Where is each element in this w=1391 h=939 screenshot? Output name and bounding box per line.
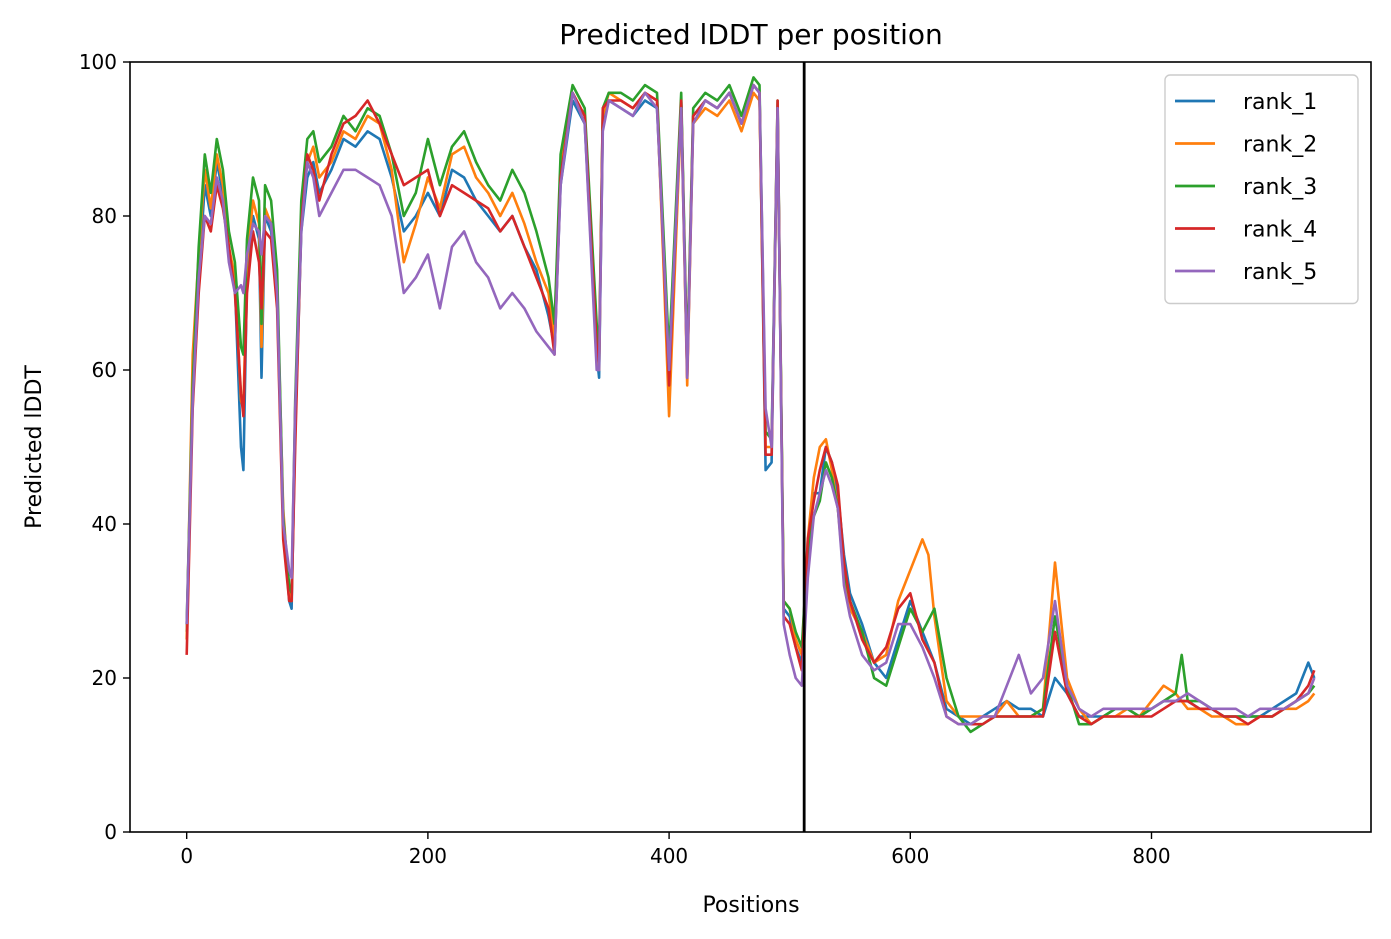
legend-label-rank-2: rank_2 [1243,133,1317,158]
series-line-rank-5 [185,83,1316,726]
x-tick-label: 400 [650,844,688,868]
x-tick-label: 800 [1132,844,1170,868]
legend-label-rank-5: rank_5 [1243,260,1317,285]
series-group [185,76,1316,734]
legend-label-rank-4: rank_4 [1243,218,1317,243]
x-tick-label: 600 [891,844,929,868]
x-axis-ticks: 0 200 400 600 800 [180,832,1171,868]
y-tick-label: 0 [104,820,117,844]
y-tick-label: 20 [92,666,117,690]
series-line-rank-2 [185,91,1316,726]
y-tick-label: 80 [92,204,117,228]
legend-label-rank-3: rank_3 [1243,175,1317,200]
y-tick-label: 100 [79,50,117,74]
x-tick-label: 0 [180,844,193,868]
y-axis-label: Predicted lDDT [22,365,47,529]
series-line-rank-1 [185,83,1316,726]
legend-box [1164,74,1359,305]
plot-frame [129,61,1372,833]
y-axis-ticks: 0 20 40 60 80 100 [79,50,130,844]
series-line-rank-3 [185,76,1316,734]
legend: rank_1 rank_2 rank_3 rank_4 rank_5 [1164,74,1359,305]
chart-title: Predicted lDDT per position [559,18,943,51]
y-tick-label: 40 [92,512,117,536]
legend-label-rank-1: rank_1 [1243,90,1317,115]
x-axis-label: Positions [702,893,799,918]
series-line-rank-4 [185,83,1316,726]
x-tick-label: 200 [409,844,447,868]
y-tick-label: 60 [92,358,117,382]
